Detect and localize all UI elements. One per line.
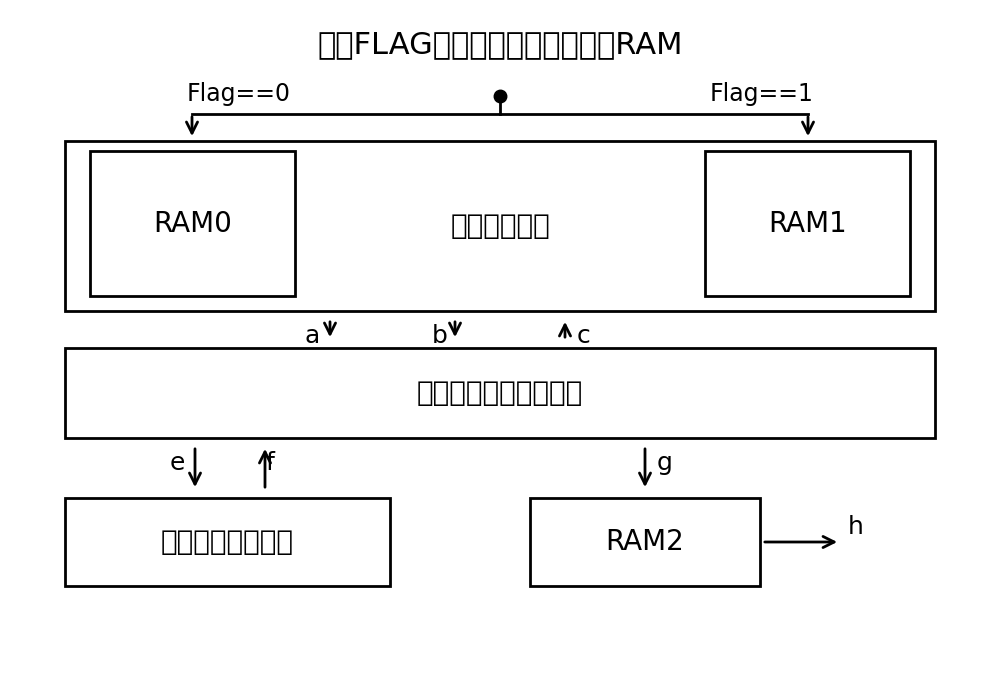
Bar — [705, 151, 910, 296]
Text: b: b — [432, 324, 448, 348]
Text: g: g — [657, 451, 673, 475]
Text: Flag==1: Flag==1 — [709, 82, 813, 106]
Text: 乒乓控制逻辑: 乒乓控制逻辑 — [450, 212, 550, 240]
Bar — [65, 141, 935, 311]
Text: c: c — [576, 324, 590, 348]
Text: 核心译码算术逻辑单元: 核心译码算术逻辑单元 — [417, 379, 583, 407]
Text: RAM0: RAM0 — [153, 209, 232, 237]
Text: h: h — [848, 515, 864, 539]
Bar — [65, 348, 935, 438]
Text: Flag==0: Flag==0 — [187, 82, 291, 106]
Bar — [90, 151, 295, 296]
Text: a: a — [304, 324, 320, 348]
Bar — [530, 498, 760, 586]
Text: RAM1: RAM1 — [768, 209, 847, 237]
Bar — [65, 498, 390, 586]
Text: RAM2: RAM2 — [606, 528, 684, 556]
Text: f: f — [266, 451, 274, 475]
Text: e: e — [169, 451, 185, 475]
Text: 根据FLAG将待译码信息写入对应RAM: 根据FLAG将待译码信息写入对应RAM — [317, 30, 683, 60]
Text: 迭代终止判决单元: 迭代终止判决单元 — [161, 528, 294, 556]
